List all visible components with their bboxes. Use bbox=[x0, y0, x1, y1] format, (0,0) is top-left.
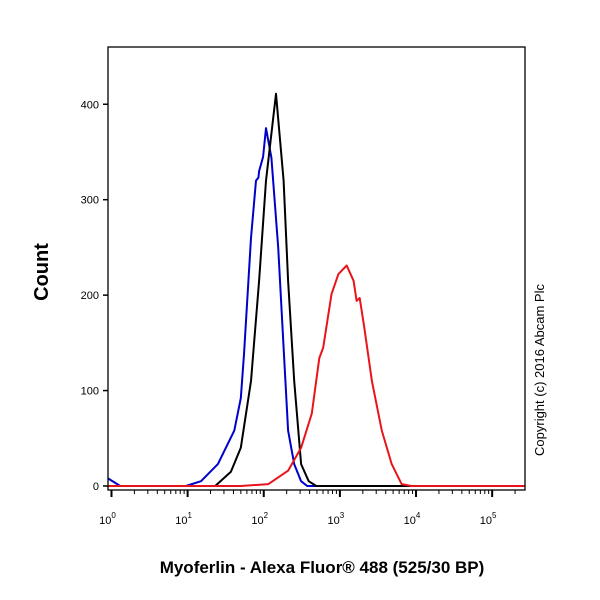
copyright-annotation: Copyright (c) 2016 Abcam Plc bbox=[532, 284, 547, 456]
histogram-series-1 bbox=[108, 92, 525, 487]
plot-frame bbox=[107, 46, 526, 491]
y-tick-label: 300 bbox=[81, 195, 99, 207]
x-tick-label: 101 bbox=[175, 511, 192, 527]
y-tick-label: 0 bbox=[93, 481, 99, 493]
x-tick-label: 105 bbox=[480, 511, 497, 527]
x-tick-label: 104 bbox=[404, 511, 421, 527]
histogram-series-2 bbox=[108, 264, 525, 487]
y-tick-label: 100 bbox=[81, 386, 99, 398]
y-tick-label: 400 bbox=[81, 99, 99, 111]
x-axis-label: Myoferlin - Alexa Fluor® 488 (525/30 BP) bbox=[160, 558, 485, 577]
x-tick-label: 103 bbox=[328, 511, 345, 527]
x-tick-label: 102 bbox=[251, 511, 268, 527]
y-tick-label: 200 bbox=[81, 290, 99, 302]
x-tick-label: 100 bbox=[99, 511, 116, 527]
histogram-series-0 bbox=[107, 127, 525, 487]
y-axis-label: Count bbox=[31, 243, 53, 301]
